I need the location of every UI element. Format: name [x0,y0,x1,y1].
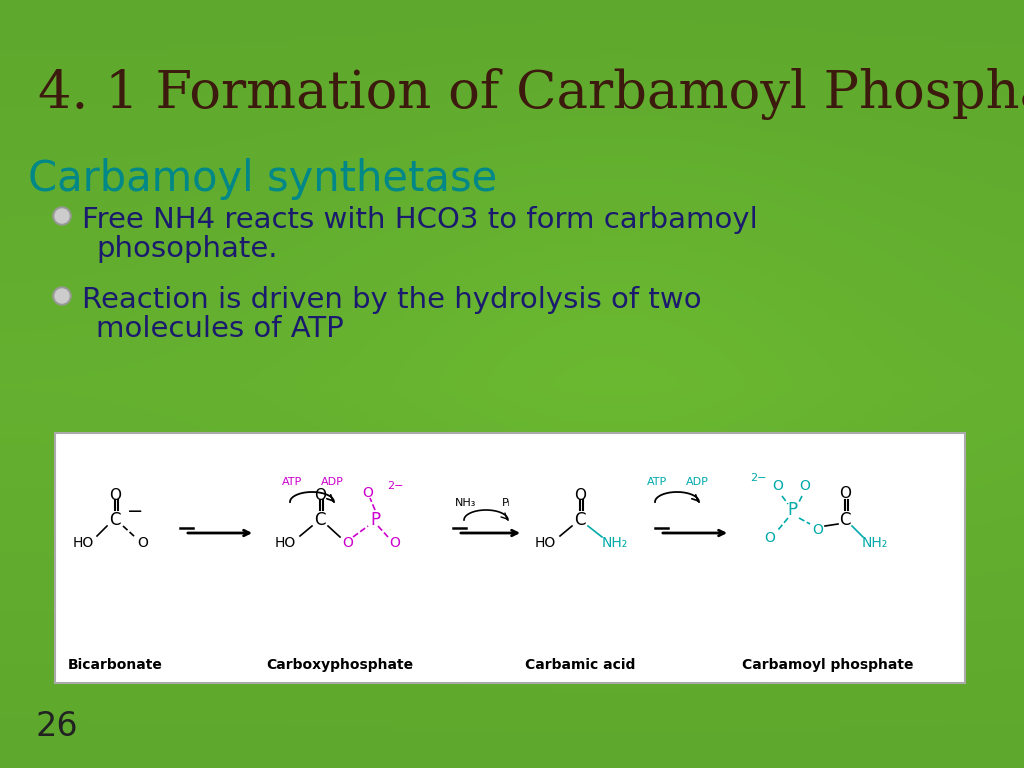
Text: NH₂: NH₂ [602,536,628,550]
Text: C: C [840,511,851,529]
Text: Bicarbonate: Bicarbonate [68,658,163,672]
Text: Carbamoyl phosphate: Carbamoyl phosphate [742,658,913,672]
Text: −: − [127,502,143,521]
Text: HO: HO [73,536,93,550]
Text: ADP: ADP [685,477,709,487]
Circle shape [53,287,71,305]
Text: O: O [839,485,851,501]
Text: Reaction is driven by the hydrolysis of two: Reaction is driven by the hydrolysis of … [82,286,701,314]
Text: Pᵢ: Pᵢ [502,498,510,508]
Text: P: P [786,501,797,519]
Circle shape [55,209,69,223]
Text: NH₂: NH₂ [862,536,888,550]
Text: Carbamic acid: Carbamic acid [525,658,635,672]
Text: Carboxyphosphate: Carboxyphosphate [266,658,414,672]
Circle shape [53,207,71,225]
Circle shape [55,289,69,303]
Text: NH₃: NH₃ [456,498,477,508]
Text: O: O [343,536,353,550]
Text: HO: HO [535,536,556,550]
Text: molecules of ATP: molecules of ATP [96,315,344,343]
Text: 4. 1 Formation of Carbamoyl Phosphate: 4. 1 Formation of Carbamoyl Phosphate [38,68,1024,120]
Text: O: O [389,536,400,550]
Text: O: O [813,523,823,537]
Text: 26: 26 [35,710,78,743]
Text: HO: HO [274,536,296,550]
Text: O: O [109,488,121,504]
Text: P: P [370,511,380,529]
Text: C: C [314,511,326,529]
Text: ATP: ATP [282,477,302,487]
FancyBboxPatch shape [55,433,965,683]
Text: O: O [765,531,775,545]
Text: Carbamoyl synthetase: Carbamoyl synthetase [28,158,498,200]
Text: 2−: 2− [387,481,403,491]
Text: O: O [772,479,783,493]
Text: C: C [574,511,586,529]
Text: ATP: ATP [647,477,667,487]
Text: O: O [362,486,374,500]
Text: O: O [314,488,326,504]
Text: O: O [574,488,586,504]
Text: O: O [800,479,810,493]
Text: O: O [137,536,148,550]
Text: C: C [110,511,121,529]
Text: phosophate.: phosophate. [96,235,278,263]
Text: 2−: 2− [750,473,766,483]
Text: Free NH4 reacts with HCO3 to form carbamoyl: Free NH4 reacts with HCO3 to form carbam… [82,206,758,234]
Text: ADP: ADP [321,477,343,487]
